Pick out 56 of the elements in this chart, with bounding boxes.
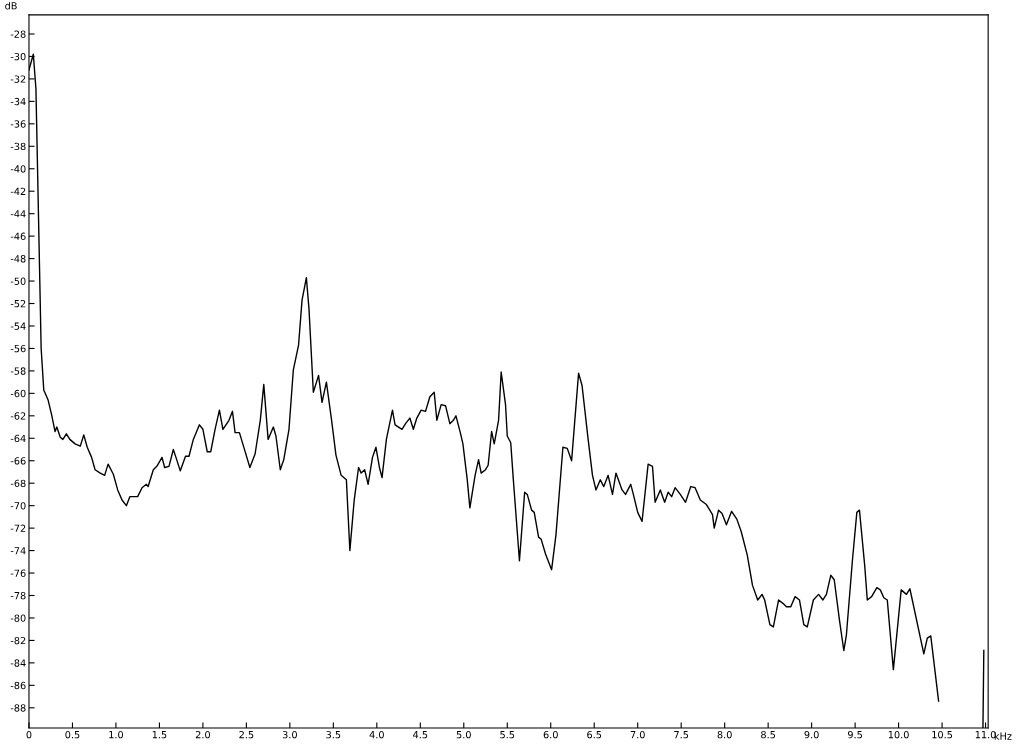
y-tick-label: -54 xyxy=(10,322,26,330)
y-tick-label: -64 xyxy=(10,434,26,443)
x-tick-label: 5.5 xyxy=(500,731,515,739)
x-tick-label: 0 xyxy=(26,730,32,739)
y-tick-label: -34 xyxy=(10,97,26,106)
x-tick-label: 3.5 xyxy=(326,730,341,739)
x-tick-label: 7.5 xyxy=(674,731,689,739)
y-tick-label: -44 xyxy=(10,210,26,218)
y-tick-label: -48 xyxy=(10,255,26,263)
y-tick-label: -72 xyxy=(10,524,26,532)
y-tick-label: -42 xyxy=(10,187,26,195)
x-tick-label: 6.5 xyxy=(587,730,602,739)
y-tick-label: -88 xyxy=(10,704,26,712)
y-tick-label: -50 xyxy=(10,277,26,285)
x-axis-title: kHz xyxy=(994,732,1012,740)
y-tick-label: -74 xyxy=(10,547,26,555)
y-tick-label: -60 xyxy=(10,389,26,398)
y-tick-label: -56 xyxy=(10,344,26,353)
x-tick-label: 2.0 xyxy=(195,730,210,739)
x-tick-label: 6.0 xyxy=(543,730,558,739)
x-tick-label: 0.5 xyxy=(65,730,80,739)
x-tick-label: 8.5 xyxy=(761,730,776,739)
y-tick-label: -78 xyxy=(10,591,26,600)
y-axis-title: dB xyxy=(5,1,17,10)
y-tick-label: -86 xyxy=(10,681,26,690)
x-tick-label: 10.0 xyxy=(888,730,909,739)
y-tick-label: -82 xyxy=(10,636,26,645)
x-tick-label: 11.0 xyxy=(975,730,996,739)
y-tick-label: -40 xyxy=(10,165,26,173)
x-tick-label: 7.0 xyxy=(630,730,645,739)
y-tick-label: -32 xyxy=(10,75,26,83)
x-tick-label: 3.0 xyxy=(282,730,297,739)
x-tick-label: 4.0 xyxy=(369,730,384,739)
x-tick-label: 10.5 xyxy=(932,730,953,739)
y-tick-label: -62 xyxy=(10,412,26,420)
y-tick-label: -76 xyxy=(10,569,26,577)
y-tick-label: -66 xyxy=(10,457,26,465)
x-tick-label: 5.0 xyxy=(456,730,471,739)
y-tick-label: -36 xyxy=(10,120,26,128)
y-tick-label: -30 xyxy=(10,52,26,61)
y-tick-label: -68 xyxy=(10,479,26,488)
y-tick-label: -38 xyxy=(10,142,26,151)
y-tick-label: -58 xyxy=(10,367,26,375)
x-tick-label: 2.5 xyxy=(239,730,254,739)
y-tick-label: -52 xyxy=(10,299,26,308)
y-tick-label: -70 xyxy=(10,502,26,510)
y-tick-label: -28 xyxy=(10,30,26,38)
x-tick-label: 1.5 xyxy=(152,731,167,739)
y-tick-label: -46 xyxy=(10,232,26,240)
y-tick-label: -84 xyxy=(10,659,26,667)
x-tick-label: 1.0 xyxy=(109,730,124,739)
x-tick-label: 9.5 xyxy=(847,730,862,739)
x-tick-label: 9.0 xyxy=(804,730,819,739)
y-tick-label: -80 xyxy=(10,614,26,622)
x-tick-label: 8.0 xyxy=(717,730,732,739)
x-tick-label: 4.5 xyxy=(413,731,428,739)
